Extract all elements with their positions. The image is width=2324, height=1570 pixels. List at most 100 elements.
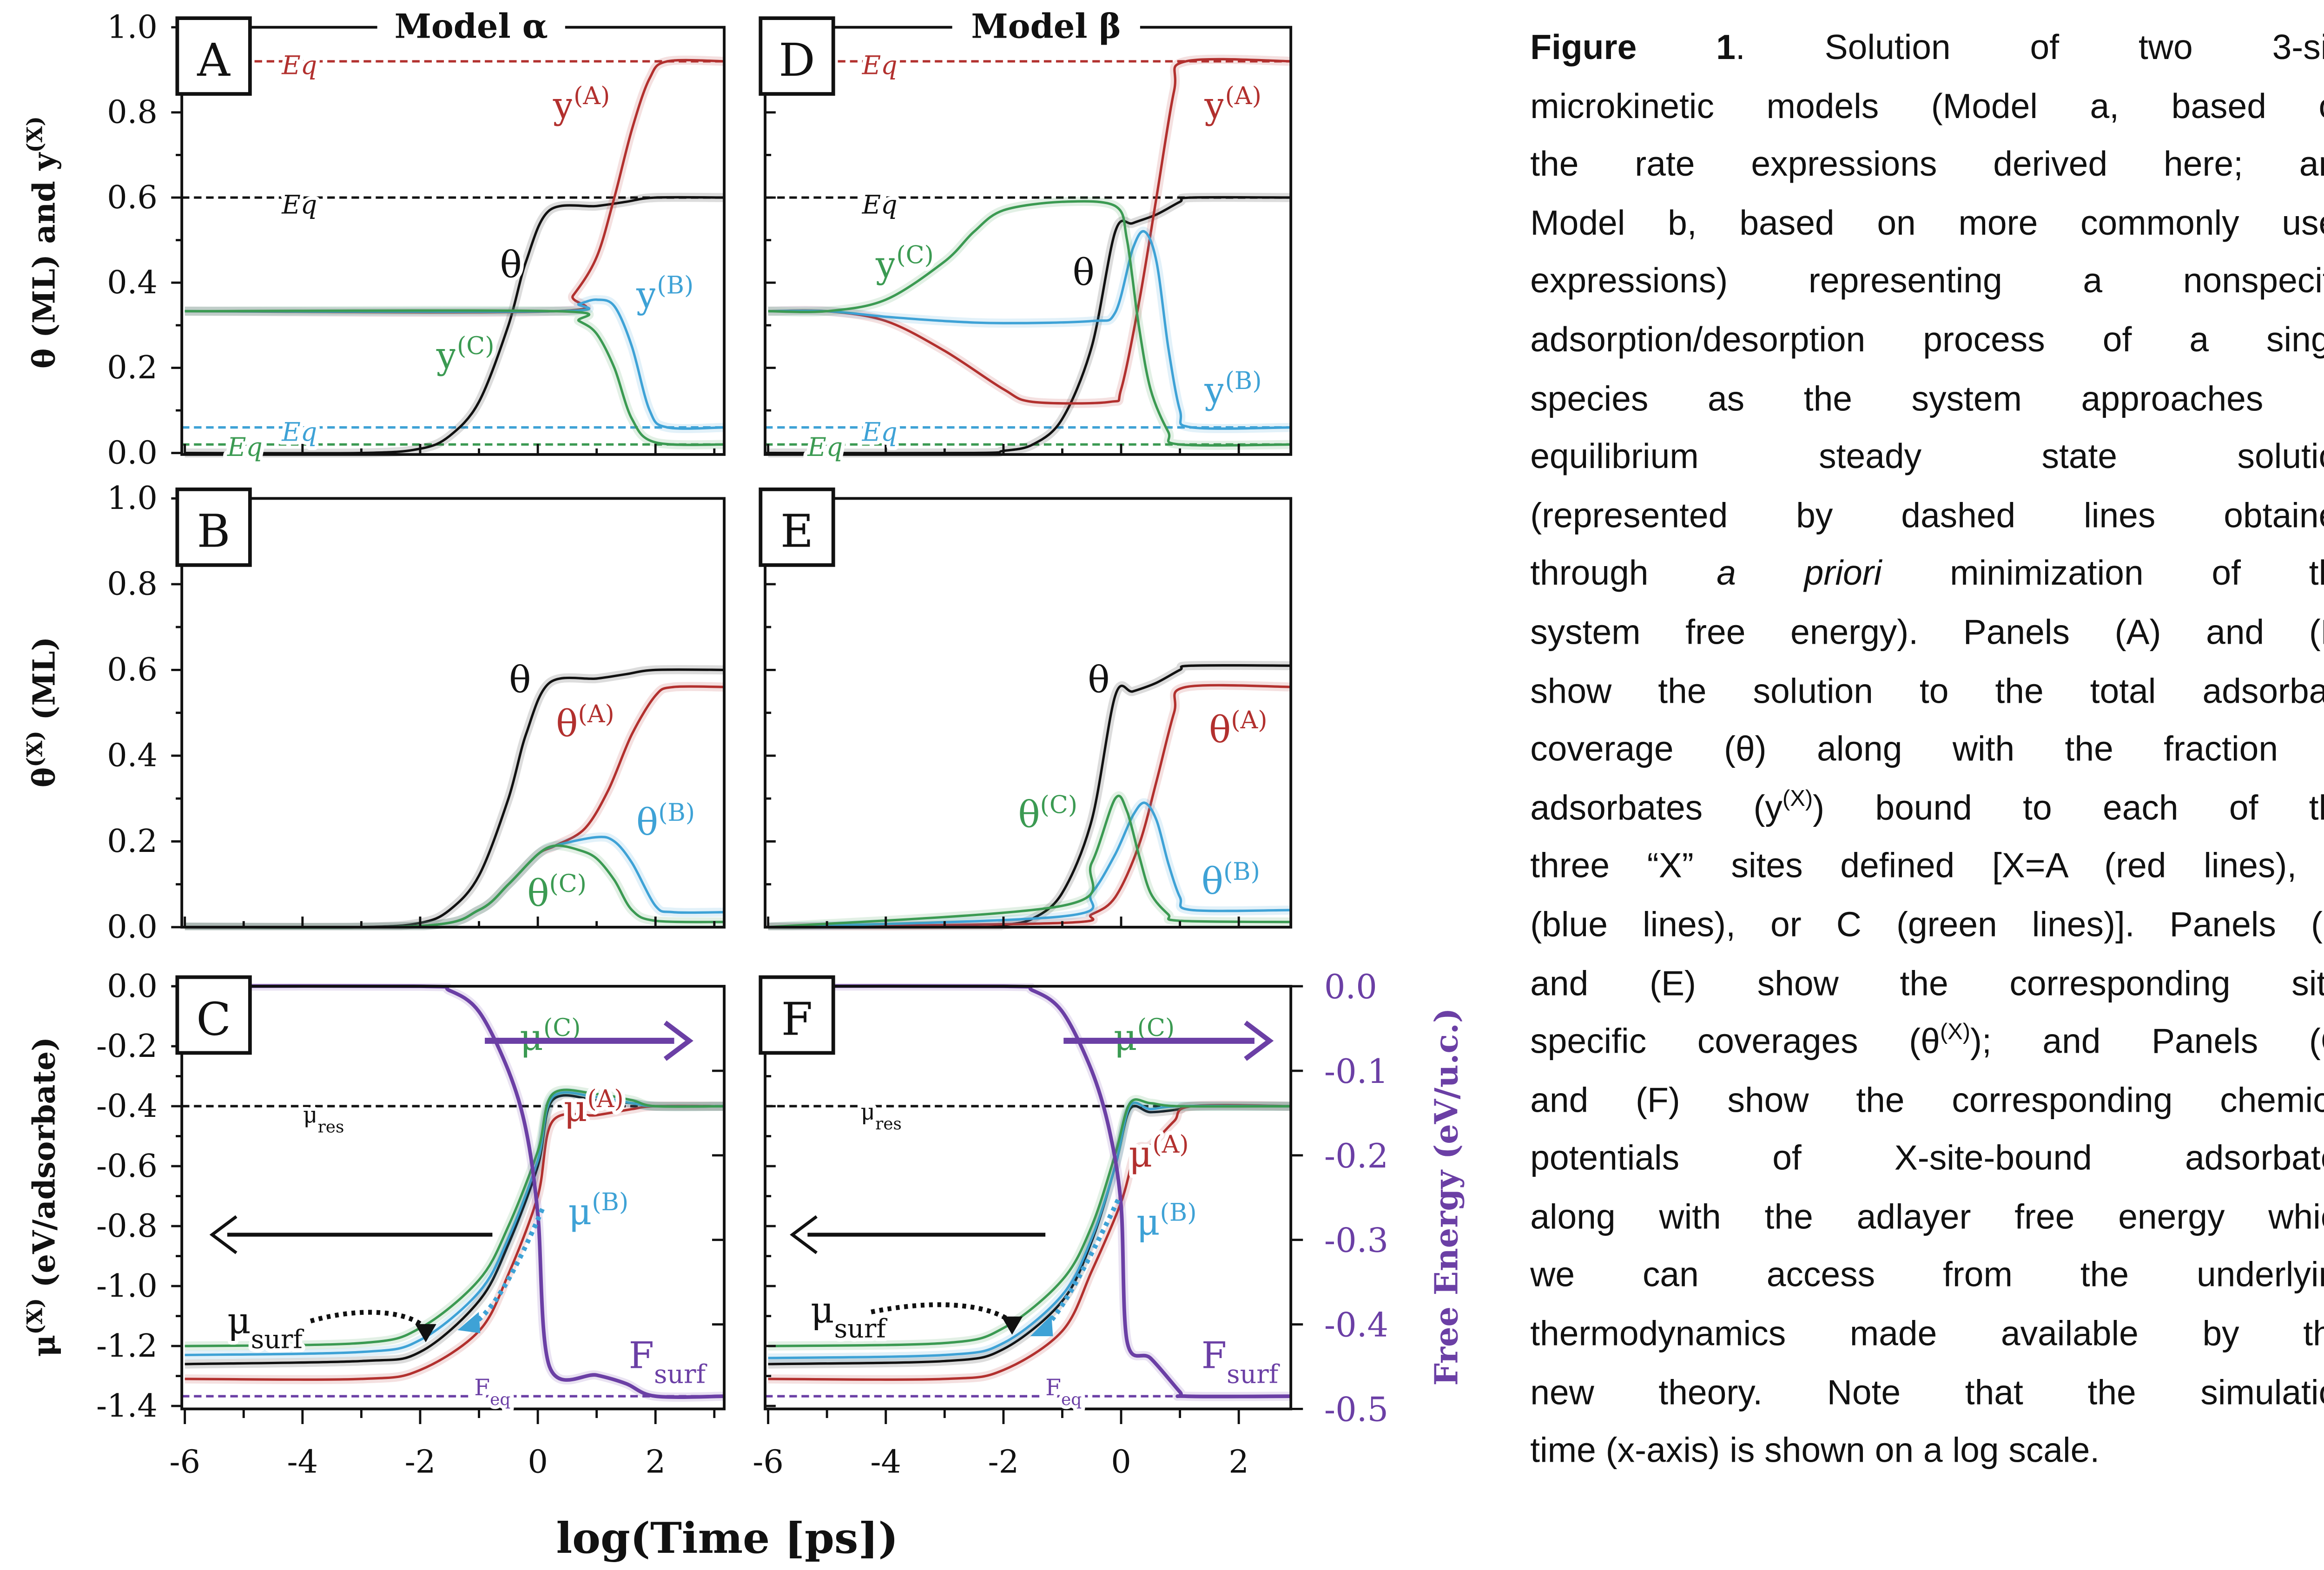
y-tick-label: 0.2 (107, 349, 158, 386)
y-tick-label: 0.8 (107, 566, 158, 603)
label-superscript: (A) (1231, 706, 1267, 734)
label-superscript: (A) (1225, 82, 1261, 110)
series-label: Fsurf (1202, 1334, 1280, 1389)
right-axis-arrow-head (1244, 1021, 1274, 1061)
series-line (768, 684, 1291, 929)
left-axis-arrow-head (209, 1215, 238, 1254)
label-base: F (629, 1334, 654, 1377)
caption-text: specific coverages (θ (1530, 1021, 1940, 1061)
series-line (768, 230, 1291, 430)
figure-caption: Figure 1. Solution of two 3-site microkin… (1530, 18, 2324, 1480)
caption-text: (X) (1940, 1020, 1971, 1046)
label-superscript: (B) (1160, 1199, 1197, 1227)
series-label: θ (1073, 251, 1095, 294)
panel-letter-box (175, 16, 252, 96)
label-suffix: (eV/adsorbate) (26, 1037, 62, 1298)
label-superscript: (A) (578, 700, 614, 728)
label-base: F (1045, 1374, 1061, 1401)
label-base: μ (860, 1099, 875, 1125)
label-base: θ (509, 659, 531, 701)
caption-line: we can access from the underlying (1530, 1246, 2324, 1305)
caption-line: adsorption/desorption process of a singl… (1530, 310, 2324, 369)
series-label: μ(C) (520, 1014, 581, 1059)
label-base: μ (568, 1191, 592, 1233)
panel-letter-box (175, 975, 252, 1055)
series-label: μ(A) (564, 1085, 624, 1130)
label-subscript: surf (654, 1359, 707, 1389)
label-base: y (875, 244, 896, 286)
caption-line: Figure 1. Solution of two 3-site (1530, 18, 2324, 77)
y-tick-label: -0.4 (96, 1088, 158, 1125)
series-label: θ(C) (1018, 792, 1077, 836)
right-y-tick-label: 0.0 (1324, 967, 1377, 1006)
y-tick-label: 0.6 (107, 651, 158, 688)
y-axis-label: θ (ML) and y(X) (22, 116, 62, 369)
label-base: y (553, 85, 574, 127)
series-glow (185, 192, 725, 458)
caption-text: and (F) show the corresponding chemical (1530, 1080, 2324, 1119)
label-base: μ (1136, 1201, 1160, 1244)
panel-frame (764, 985, 1293, 1411)
y-tick-label: 1.0 (107, 480, 158, 517)
x-axis-label: log(Time [ps]) (556, 1513, 898, 1563)
caption-line: potentials of X-site-bound adsorbates (1530, 1129, 2324, 1187)
series-line (185, 1104, 725, 1381)
caption-text: microkinetic models (Model a, based on (1530, 86, 2324, 125)
label-superscript: (B) (592, 1188, 628, 1216)
x-tick-label: -2 (988, 1443, 1019, 1480)
label-subscript: eq (1061, 1390, 1082, 1409)
label-superscript: (A) (574, 82, 610, 110)
label-base: y (1204, 85, 1225, 127)
y-axis-label: θ(X) (ML) (22, 637, 62, 787)
label-base: μ (1114, 1016, 1137, 1059)
reference-line-label: μres (860, 1099, 902, 1134)
caption-line: and (F) show the corresponding chemical (1530, 1071, 2324, 1129)
caption-line: and (E) show the corresponding site- (1530, 954, 2324, 1012)
label-base: μ (1129, 1133, 1152, 1175)
caption-line: specific coverages (θ(X)); and Panels (C… (1530, 1012, 2324, 1071)
panel-letter-box (759, 975, 835, 1055)
y-tick-label: -1.2 (96, 1327, 158, 1365)
series-label: y(A) (1204, 82, 1261, 127)
x-tick-label: 2 (1228, 1443, 1249, 1480)
reference-line-label: Eq (227, 433, 263, 462)
y-tick-label: -1.4 (96, 1387, 158, 1425)
label-subscript: res (318, 1117, 344, 1136)
series-line (185, 309, 725, 446)
label-base: y (436, 335, 457, 377)
series-line (185, 196, 725, 455)
caption-text: (X) (1782, 785, 1813, 812)
dotted-arrow-mu-b-head (1030, 1315, 1053, 1336)
panel-letter-box (175, 487, 252, 567)
y-tick-label: 0.0 (107, 434, 158, 471)
label-base: F (474, 1374, 490, 1401)
panel-title: Model β (971, 7, 1121, 46)
caption-line: the rate expressions derived here; and (1530, 135, 2324, 194)
caption-line: thermodynamics made available by this (1530, 1305, 2324, 1363)
series-label: θ(B) (1202, 858, 1260, 903)
caption-text: through (1530, 553, 1717, 593)
dotted-arrow-mu-b (471, 1208, 545, 1326)
caption-text: the rate expressions derived here; and (1530, 144, 2324, 184)
caption-text: potentials of X-site-bound adsorbates (1530, 1138, 2324, 1178)
label-superscript: (B) (657, 272, 693, 300)
caption-line: expressions) representing a nonspecific (1530, 252, 2324, 310)
panel-letter: F (781, 993, 813, 1046)
series-label: y(A) (553, 82, 610, 127)
label-superscript: (X) (22, 731, 47, 767)
caption-text: expressions) representing a nonspecific (1530, 261, 2324, 301)
label-subscript: surf (251, 1325, 304, 1354)
caption-text: a priori (1717, 553, 1882, 593)
reference-line-label: Eq (807, 433, 843, 462)
y-tick-label: 0.6 (107, 179, 158, 216)
label-base: θ (1018, 794, 1040, 836)
label-superscript: (B) (1225, 367, 1262, 395)
right-y-tick-label: -0.1 (1324, 1052, 1388, 1091)
series-label: y(C) (436, 332, 495, 377)
series-line (768, 200, 1291, 447)
panel-title: Model α (395, 7, 548, 46)
caption-line: (blue lines), or C (green lines)]. Panel… (1530, 895, 2324, 954)
label-base: μ (303, 1102, 318, 1128)
series-line (768, 801, 1291, 929)
